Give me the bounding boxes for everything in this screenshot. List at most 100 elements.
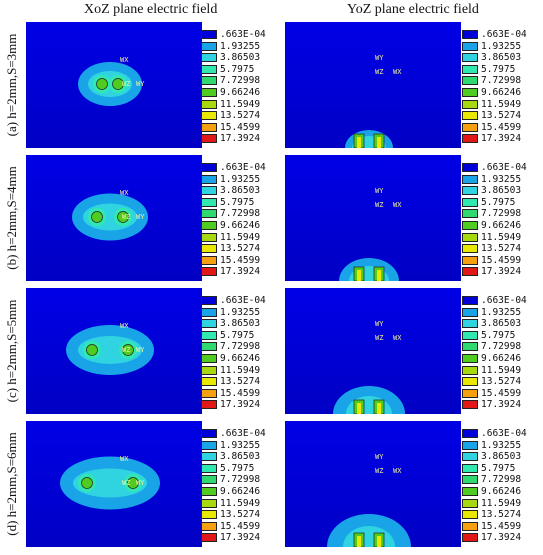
legend-swatch — [462, 452, 478, 462]
legend-value: 1.93255 — [481, 173, 522, 185]
legend-swatch — [201, 307, 217, 317]
electrode — [122, 344, 134, 356]
legend-swatch — [201, 111, 217, 121]
legend-value: 3.86503 — [481, 185, 522, 197]
legend-value: 17.3924 — [220, 532, 261, 544]
field-contours — [345, 130, 393, 148]
legend-value: 11.5949 — [481, 364, 522, 376]
legend-value: 9.66246 — [481, 353, 522, 364]
legend-swatch — [201, 267, 217, 277]
legend-value: 7.72998 — [481, 75, 522, 87]
legend-value: 3.86503 — [220, 451, 261, 463]
legend-swatch — [462, 365, 478, 375]
yoz-field-plot: WY WZ WX — [285, 155, 461, 281]
axis-label-wz: WZ — [122, 213, 130, 221]
legend-swatch — [201, 122, 217, 132]
color-legend: .663E-04 1.93255 3.86503 5.7975 7.72998 9.662… — [462, 162, 540, 289]
legend-value: 11.5949 — [481, 98, 522, 110]
legend-swatch — [201, 296, 217, 305]
legend-value: 1.93255 — [481, 306, 522, 318]
axis-label-wy: WY — [375, 453, 384, 461]
legend-value: 15.4599 — [481, 121, 522, 133]
field-contours — [339, 258, 399, 281]
legend-value: 1.93255 — [481, 439, 522, 451]
legend-value: 5.7975 — [481, 63, 516, 75]
legend-swatch — [462, 41, 478, 51]
legend-swatch — [462, 319, 478, 329]
legend-swatch — [201, 342, 217, 352]
axis-label-wz: WZ — [122, 346, 130, 354]
legend-swatch — [462, 510, 478, 520]
legend-swatch — [201, 99, 217, 109]
legend-swatch — [462, 330, 478, 340]
legend-value: 7.72998 — [220, 75, 261, 87]
legend-swatch — [462, 163, 478, 172]
electrode — [117, 211, 129, 223]
field-contours — [66, 325, 154, 375]
row-label: (c) h=2mm,S=5mm — [0, 288, 25, 414]
axis-label-wx: WX — [120, 455, 129, 463]
axis-label-wy: WY — [136, 213, 145, 221]
axis-label-wx: WX — [393, 334, 402, 342]
legend-value: 17.3924 — [481, 399, 522, 411]
electrode-core — [357, 270, 361, 281]
legend-value: 1.93255 — [220, 173, 261, 185]
legend-swatch — [201, 475, 217, 485]
legend-swatch — [462, 377, 478, 387]
legend-value: 15.4599 — [220, 520, 261, 532]
legend-value: 9.66246 — [481, 220, 522, 231]
color-legend: .663E-04 1.93255 3.86503 5.7975 7.72998 9.662… — [201, 295, 279, 422]
legend-value: 7.72998 — [220, 341, 261, 353]
legend-value: 11.5949 — [220, 497, 261, 509]
legend-swatch — [462, 533, 478, 543]
legend-value: 11.5949 — [481, 231, 522, 243]
legend-value: 17.3924 — [481, 532, 522, 544]
column-title-xoz: XoZ plane electric field — [84, 2, 218, 17]
axis-label-wx: WX — [120, 189, 129, 197]
row-label-text: (a) h=2mm,S=3mm — [4, 33, 19, 137]
legend-value: 15.4599 — [220, 254, 261, 266]
legend-swatch — [201, 487, 217, 496]
legend-swatch — [462, 521, 478, 531]
legend-swatch — [462, 388, 478, 398]
electrode-core — [357, 403, 361, 414]
legend-value: 3.86503 — [481, 451, 522, 463]
legend-swatch — [201, 186, 217, 196]
electrode-core — [377, 536, 381, 547]
axis-label-wy: WY — [375, 320, 384, 328]
axis-label-wy: WY — [136, 346, 145, 354]
legend-swatch — [201, 41, 217, 51]
legend-value: 7.72998 — [481, 341, 522, 353]
legend-value: 5.7975 — [481, 329, 516, 341]
legend-swatch — [462, 354, 478, 363]
legend-swatch — [462, 400, 478, 410]
legend-swatch — [201, 365, 217, 375]
legend-swatch — [462, 342, 478, 352]
xoz-field-plot: WX WY WZ — [26, 288, 202, 414]
legend-value: 5.7975 — [220, 462, 255, 474]
legend-swatch — [462, 475, 478, 485]
legend-value: 13.5274 — [220, 376, 261, 388]
yoz-field-plot: WY WZ WX — [285, 288, 461, 414]
legend-value: 1.93255 — [220, 40, 261, 52]
legend-swatch — [462, 88, 478, 97]
legend-swatch — [462, 429, 478, 438]
axis-label-wx: WX — [120, 56, 129, 64]
legend-value: 17.3924 — [220, 399, 261, 411]
legend-value: 15.4599 — [220, 387, 261, 399]
legend-swatch — [462, 209, 478, 219]
legend-swatch — [462, 122, 478, 132]
legend-value: 3.86503 — [220, 185, 261, 197]
legend-swatch — [201, 53, 217, 63]
legend-swatch — [462, 267, 478, 277]
legend-swatch — [462, 134, 478, 144]
electrode — [91, 211, 103, 223]
legend-swatch — [462, 463, 478, 473]
legend-swatch — [462, 307, 478, 317]
legend-value: .663E-04 — [220, 29, 266, 40]
xoz-field-plot: WX WY WZ — [26, 155, 202, 281]
color-legend: .663E-04 1.93255 3.86503 5.7975 7.72998 9.662… — [462, 428, 540, 555]
legend-value: 5.7975 — [220, 329, 255, 341]
row-label: (d) h=2mm,S=6mm — [0, 421, 25, 547]
legend-swatch — [201, 533, 217, 543]
